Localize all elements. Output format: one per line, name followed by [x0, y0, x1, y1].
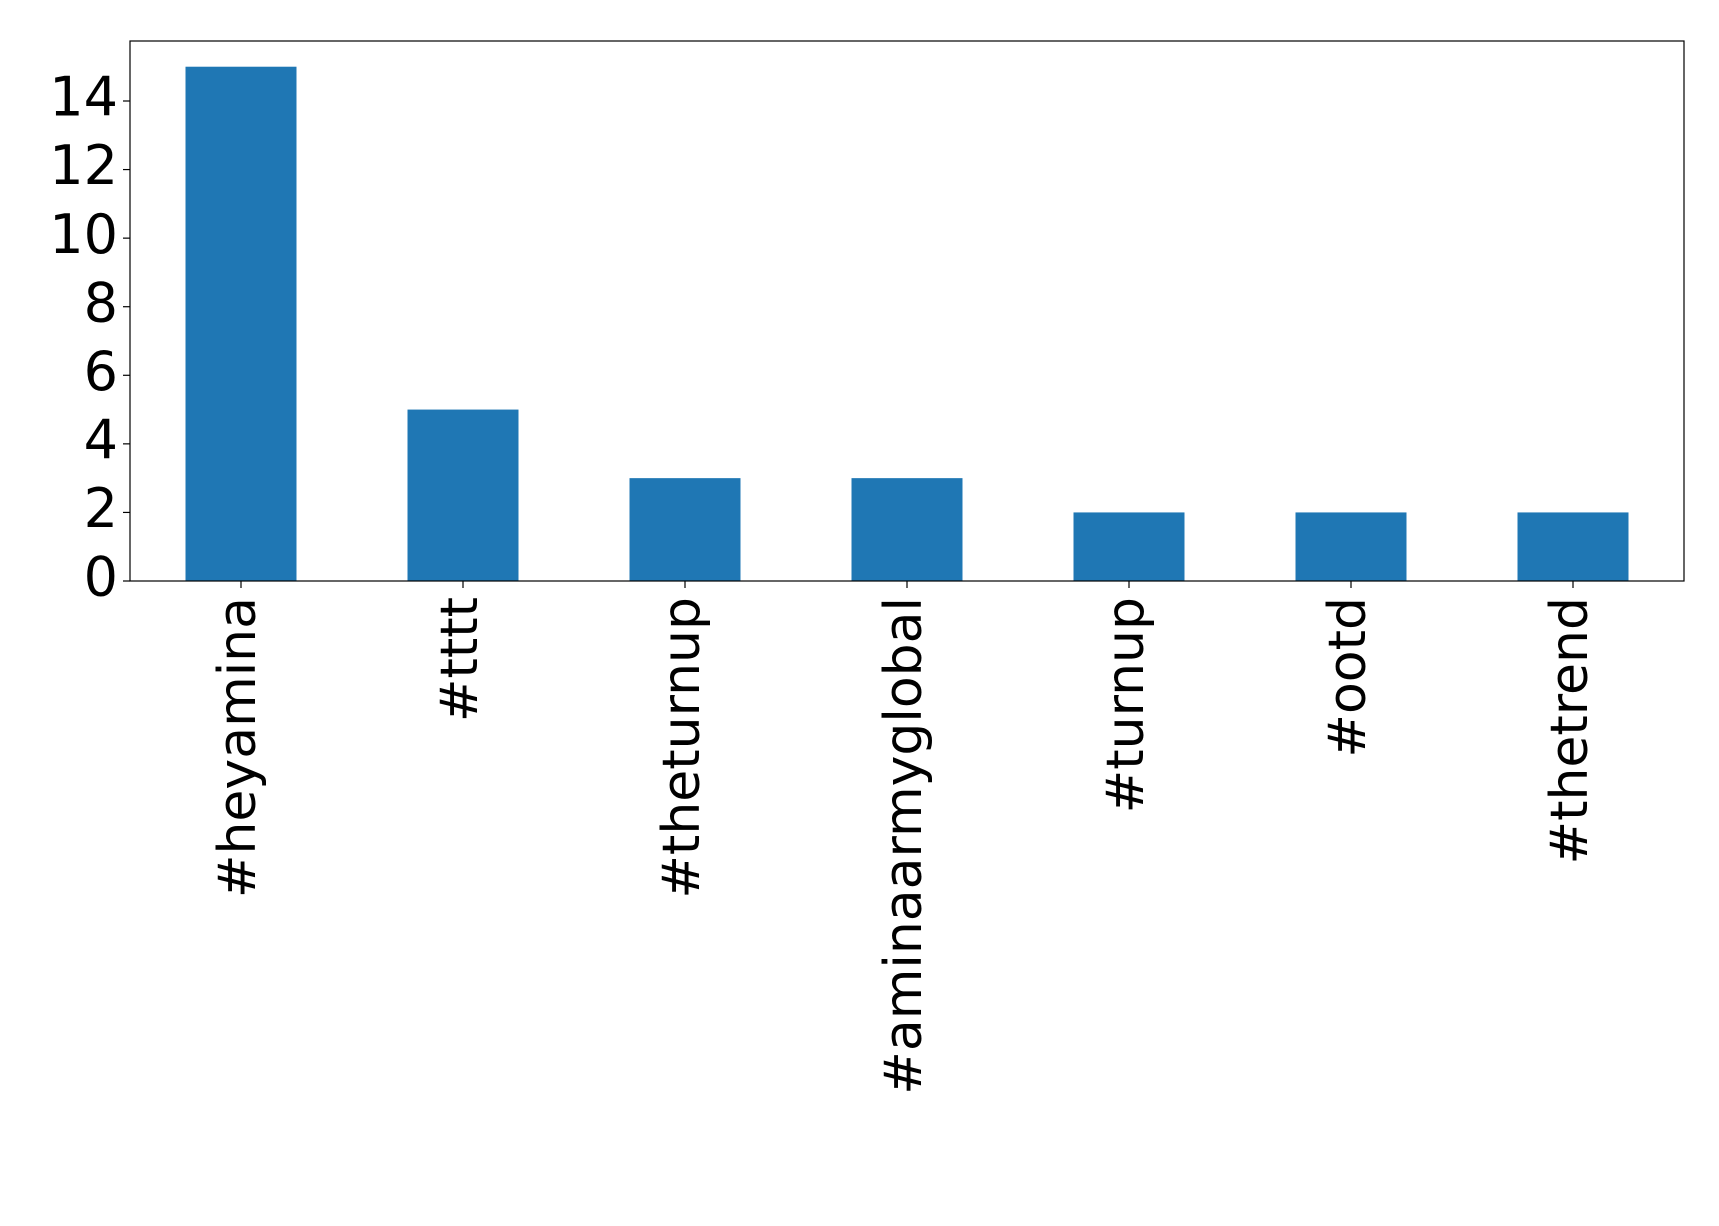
x-tick-label: #aminaarmyglobal — [874, 597, 934, 1095]
bar — [851, 478, 963, 581]
x-tick-label: #turnup — [1096, 597, 1156, 813]
bar — [629, 478, 741, 581]
bar — [185, 66, 297, 581]
y-tick-label: 6 — [84, 340, 118, 403]
x-tick-label: #theturnup — [652, 597, 712, 899]
y-tick-label: 2 — [84, 477, 118, 540]
bar — [1295, 512, 1407, 581]
y-tick-label: 0 — [84, 546, 118, 609]
plot-frame — [129, 40, 1685, 582]
x-tick-label: #ootd — [1318, 597, 1378, 758]
x-tick-label: #thetrend — [1540, 597, 1600, 865]
y-tick-label: 12 — [49, 134, 118, 197]
y-tick-label: 8 — [84, 271, 118, 334]
y-tick-label: 14 — [49, 66, 118, 129]
y-tick-label: 10 — [49, 203, 118, 266]
y-tick-label: 4 — [84, 408, 118, 471]
x-tick-label: #heyamina — [208, 597, 268, 898]
bar — [1517, 512, 1629, 581]
bar — [407, 409, 519, 581]
bar — [1073, 512, 1185, 581]
x-tick-label: #tttt — [430, 597, 490, 722]
